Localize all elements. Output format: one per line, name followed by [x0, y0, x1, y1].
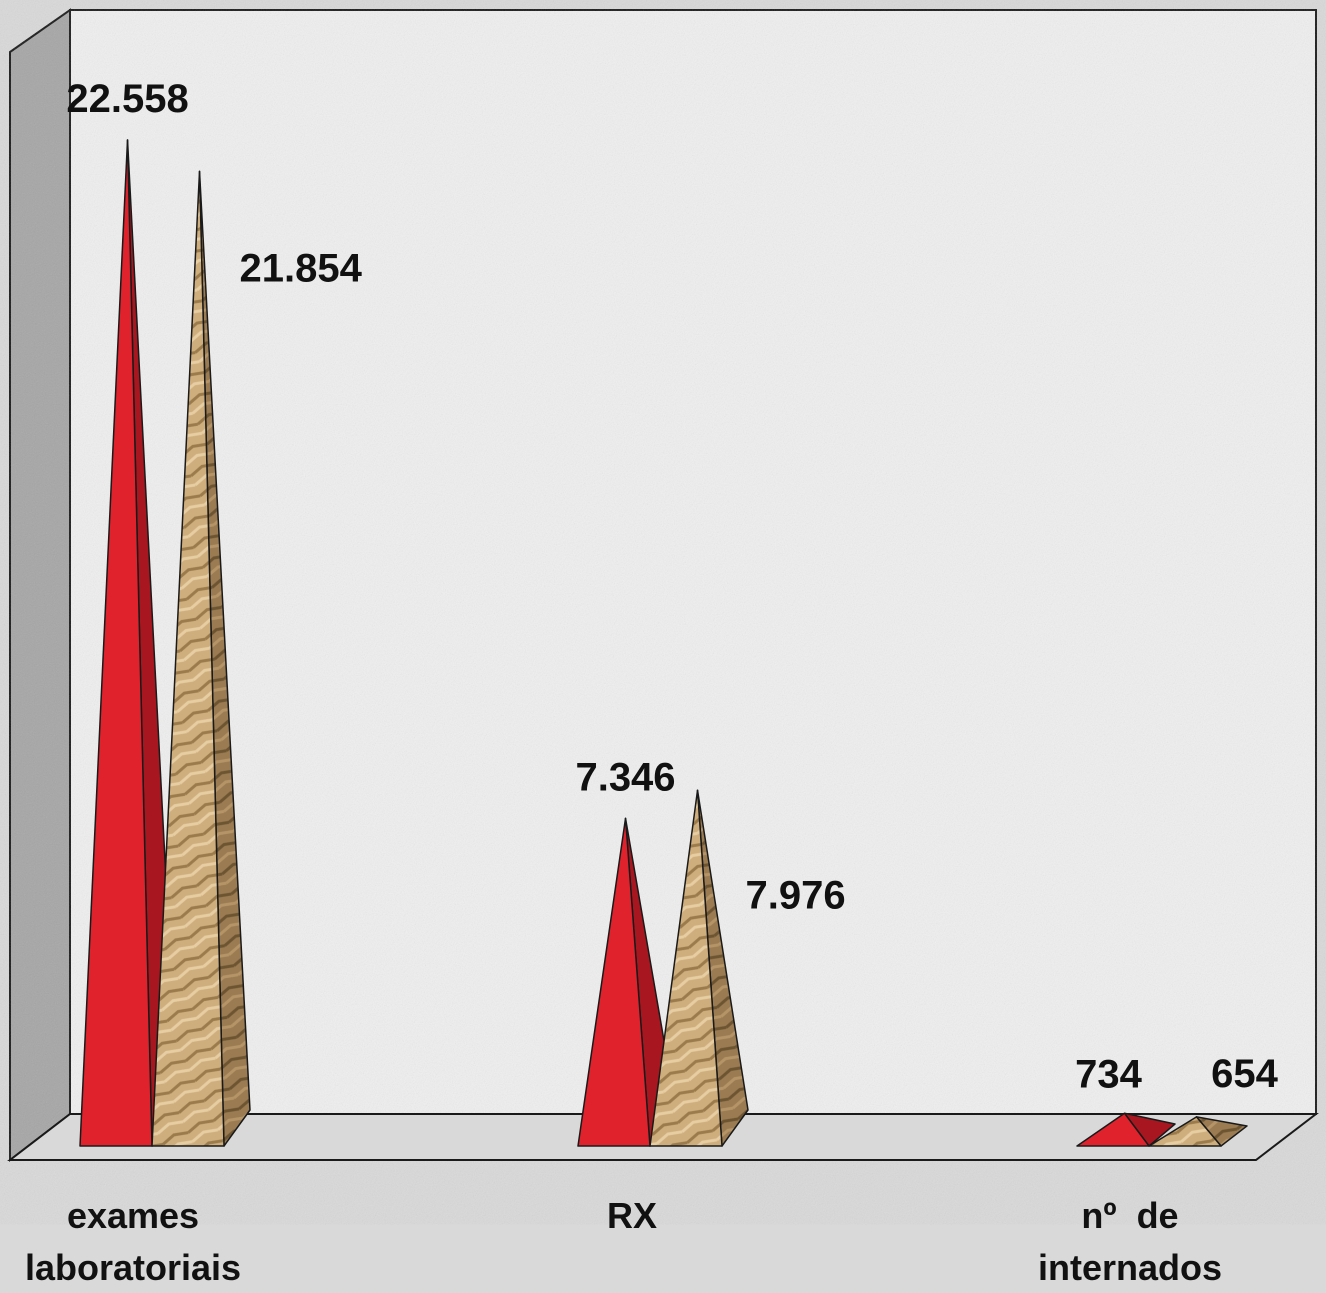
category-label-0-line-1: laboratoriais [25, 1247, 241, 1288]
pyramid-marks [79, 139, 1248, 1147]
data-label-0-0: 22.558 [66, 77, 188, 121]
pyramid-0-1 [577, 817, 651, 1147]
pyramid-0-0 [79, 139, 153, 1147]
category-label-2-line-0: nº de [1081, 1195, 1178, 1236]
category-label-2-line-1: internados [1038, 1247, 1222, 1288]
side-wall [9, 8, 71, 1163]
pyramid-1-1 [649, 789, 723, 1147]
pyramid-1-2 [1148, 1116, 1222, 1147]
category-labels: exames laboratoriais RX nº de internados [25, 1195, 1222, 1288]
pyramid-1-0 [151, 170, 225, 1147]
category-label-1-line-0: RX [607, 1195, 657, 1236]
pyramid-0-2 [1076, 1112, 1150, 1147]
data-label-0-1: 7.346 [575, 755, 675, 799]
data-label-1-1: 7.976 [746, 873, 846, 917]
data-label-1-2: 654 [1211, 1052, 1278, 1096]
data-label-1-0: 21.854 [240, 246, 363, 290]
data-label-0-2: 734 [1075, 1052, 1142, 1096]
value-labels: 22.558 21.854 7.346 7.976 734 654 [66, 77, 1278, 1096]
category-label-0-line-0: exames [67, 1195, 199, 1236]
